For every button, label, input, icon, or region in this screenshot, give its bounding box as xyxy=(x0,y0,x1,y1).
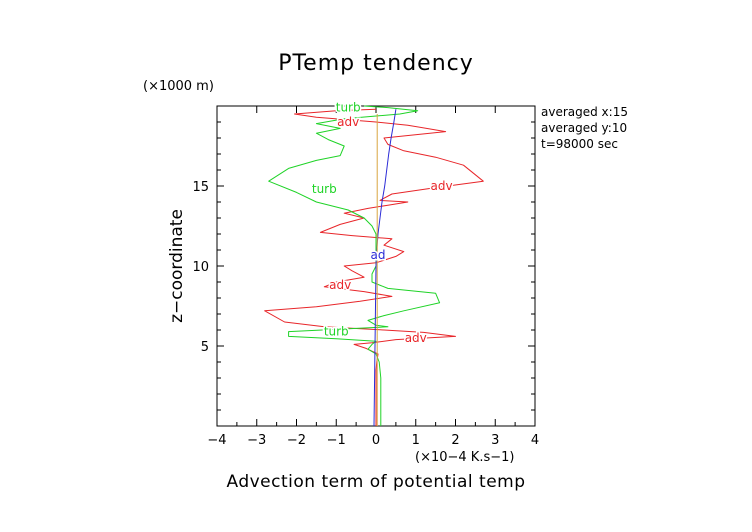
y-axis-label: z−coordinate xyxy=(167,209,187,323)
annotation-time: t=98000 sec xyxy=(541,137,618,151)
x-tick-label: −2 xyxy=(287,433,306,448)
series-label-turb: turb xyxy=(312,182,337,196)
annotation-averaged-y: averaged y:10 xyxy=(541,121,627,135)
y-unit-label: (×1000 m) xyxy=(143,79,214,94)
series-line-turb xyxy=(268,105,441,426)
series-line-adv xyxy=(264,108,484,426)
y-tick-label: 10 xyxy=(192,260,209,275)
series-label-series-2: ad xyxy=(370,248,385,262)
x-tick-label: −1 xyxy=(327,433,346,448)
series-label-turb: turb xyxy=(324,325,349,339)
chart-title: PTemp tendency xyxy=(278,51,474,76)
x-tick-label: 2 xyxy=(451,433,459,448)
x-tick-label: 1 xyxy=(412,433,420,448)
x-tick-label: 3 xyxy=(491,433,499,448)
series-label-turb: turb xyxy=(336,101,361,115)
series-label-adv: adv xyxy=(405,331,427,345)
axis-ticks: −4 −3 −2 −1 0 1 2 3 4 5 10 15 xyxy=(192,106,539,448)
x-tick-label: 4 xyxy=(531,433,539,448)
y-tick-label: 15 xyxy=(192,180,209,195)
x-tick-label: −4 xyxy=(207,433,226,448)
x-unit-label: (×10−4 K.s−1) xyxy=(415,450,514,465)
x-axis-label: Advection term of potential temp xyxy=(226,472,525,492)
series-line-series-2 xyxy=(373,109,397,427)
series-label-adv: adv xyxy=(431,179,453,193)
series-lines xyxy=(264,105,484,427)
series-label-adv: adv xyxy=(337,115,359,129)
x-tick-label: −3 xyxy=(247,433,266,448)
y-tick-label: 5 xyxy=(201,340,209,355)
annotation-averaged-x: averaged x:15 xyxy=(541,105,628,119)
series-label-adv: adv xyxy=(329,278,351,292)
x-tick-label: 0 xyxy=(372,433,380,448)
